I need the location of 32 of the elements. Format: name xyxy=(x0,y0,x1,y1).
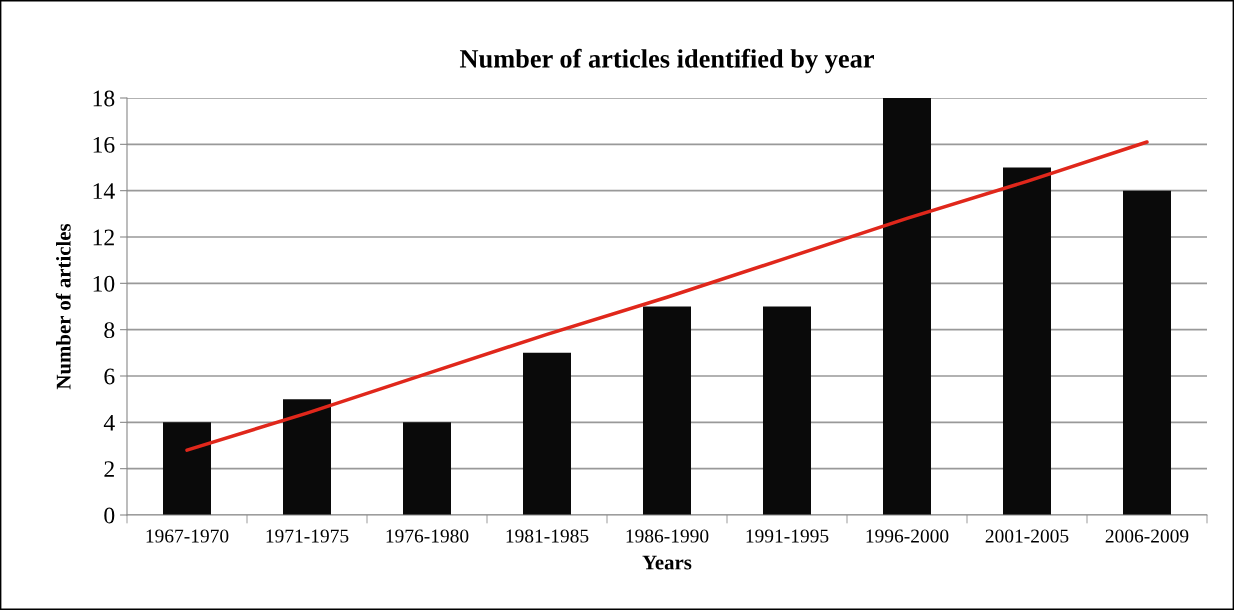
x-tick-label: 2006-2009 xyxy=(1105,529,1189,543)
bar xyxy=(403,422,451,515)
bar xyxy=(283,399,331,515)
y-tick-label: 6 xyxy=(104,368,115,385)
bar xyxy=(643,306,691,515)
x-tick-label: 1971-1975 xyxy=(266,529,349,543)
x-axis-title: Years xyxy=(642,555,692,570)
y-tick-label: 8 xyxy=(104,322,115,339)
y-tick-label: 14 xyxy=(93,183,115,199)
x-tick-label: 1996-2000 xyxy=(866,529,949,543)
x-tick-label: 2001-2005 xyxy=(985,529,1069,543)
x-tick-label: 1976-1980 xyxy=(386,529,469,543)
x-tick-label: 1981-1985 xyxy=(506,529,589,543)
x-tick-label: 1991-1995 xyxy=(746,529,829,543)
chart-title: Number of articles identified by year xyxy=(459,48,874,74)
y-tick-label: 16 xyxy=(93,136,115,153)
bar xyxy=(523,352,571,515)
bar xyxy=(883,98,931,515)
y-tick-label: 0 xyxy=(104,507,115,524)
y-tick-label: 10 xyxy=(93,275,115,292)
bar xyxy=(1123,190,1171,515)
line-series xyxy=(185,140,1149,452)
bar xyxy=(1003,167,1051,515)
bar xyxy=(763,306,811,515)
y-tick-label: 4 xyxy=(103,414,115,431)
x-tick-label: 1986-1990 xyxy=(626,529,709,543)
y-tick-label: 18 xyxy=(93,90,115,107)
y-tick-label: 2 xyxy=(104,461,114,477)
y-axis-title: Number of articles xyxy=(55,223,71,390)
x-tick-label: 1967-1970 xyxy=(146,529,229,543)
y-tick-label: 12 xyxy=(93,229,114,246)
bar xyxy=(163,422,211,515)
